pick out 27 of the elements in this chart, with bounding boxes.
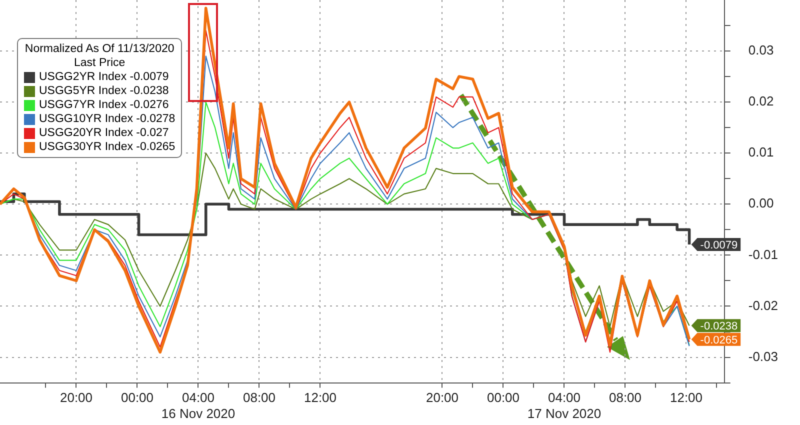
- x-tick-label: 04:00 17 Nov 2020: [527, 390, 602, 421]
- y-tick-label: 0.03: [748, 42, 774, 58]
- legend-label: USGG5YR Index -0.0238: [39, 84, 169, 98]
- data-label: -0.0265: [700, 334, 738, 346]
- y-tick-label: 0.02: [748, 94, 774, 109]
- y-tick-label: -0.03: [748, 348, 778, 364]
- x-tick-label: 00:00: [486, 390, 520, 406]
- y-tick-label: -0.01: [748, 246, 778, 262]
- x-tick-label: 12:00: [670, 390, 703, 406]
- x-tick-label: 08:00: [242, 390, 276, 406]
- data-label: -0.0238: [700, 320, 738, 333]
- x-tick-label: 20:00: [426, 390, 459, 406]
- x-tick-label: 20:00: [60, 390, 93, 406]
- y-tick-label: -0.02: [748, 298, 778, 313]
- data-label: -0.0079: [700, 240, 738, 252]
- x-tick-label: 08:00: [608, 390, 642, 406]
- y-tick-label: 0.01: [748, 144, 774, 160]
- legend-label: USGG20YR Index -0.027: [39, 126, 169, 140]
- legend-label: USGG2YR Index -0.0079: [39, 70, 169, 84]
- y-tick-label: 0.00: [748, 196, 774, 211]
- x-tick-label: 04:00 16 Nov 2020: [161, 390, 236, 421]
- x-tick-label: 12:00: [304, 390, 337, 406]
- legend-label: USGG30YR Index -0.0265: [39, 140, 176, 154]
- legend-title: Normalized As Of 11/13/2020 Last Price: [24, 42, 176, 70]
- legend-label: USGG10YR Index -0.0278: [39, 112, 176, 126]
- x-tick-label: 00:00: [120, 390, 154, 406]
- legend-label: USGG7YR Index -0.0276: [39, 98, 169, 112]
